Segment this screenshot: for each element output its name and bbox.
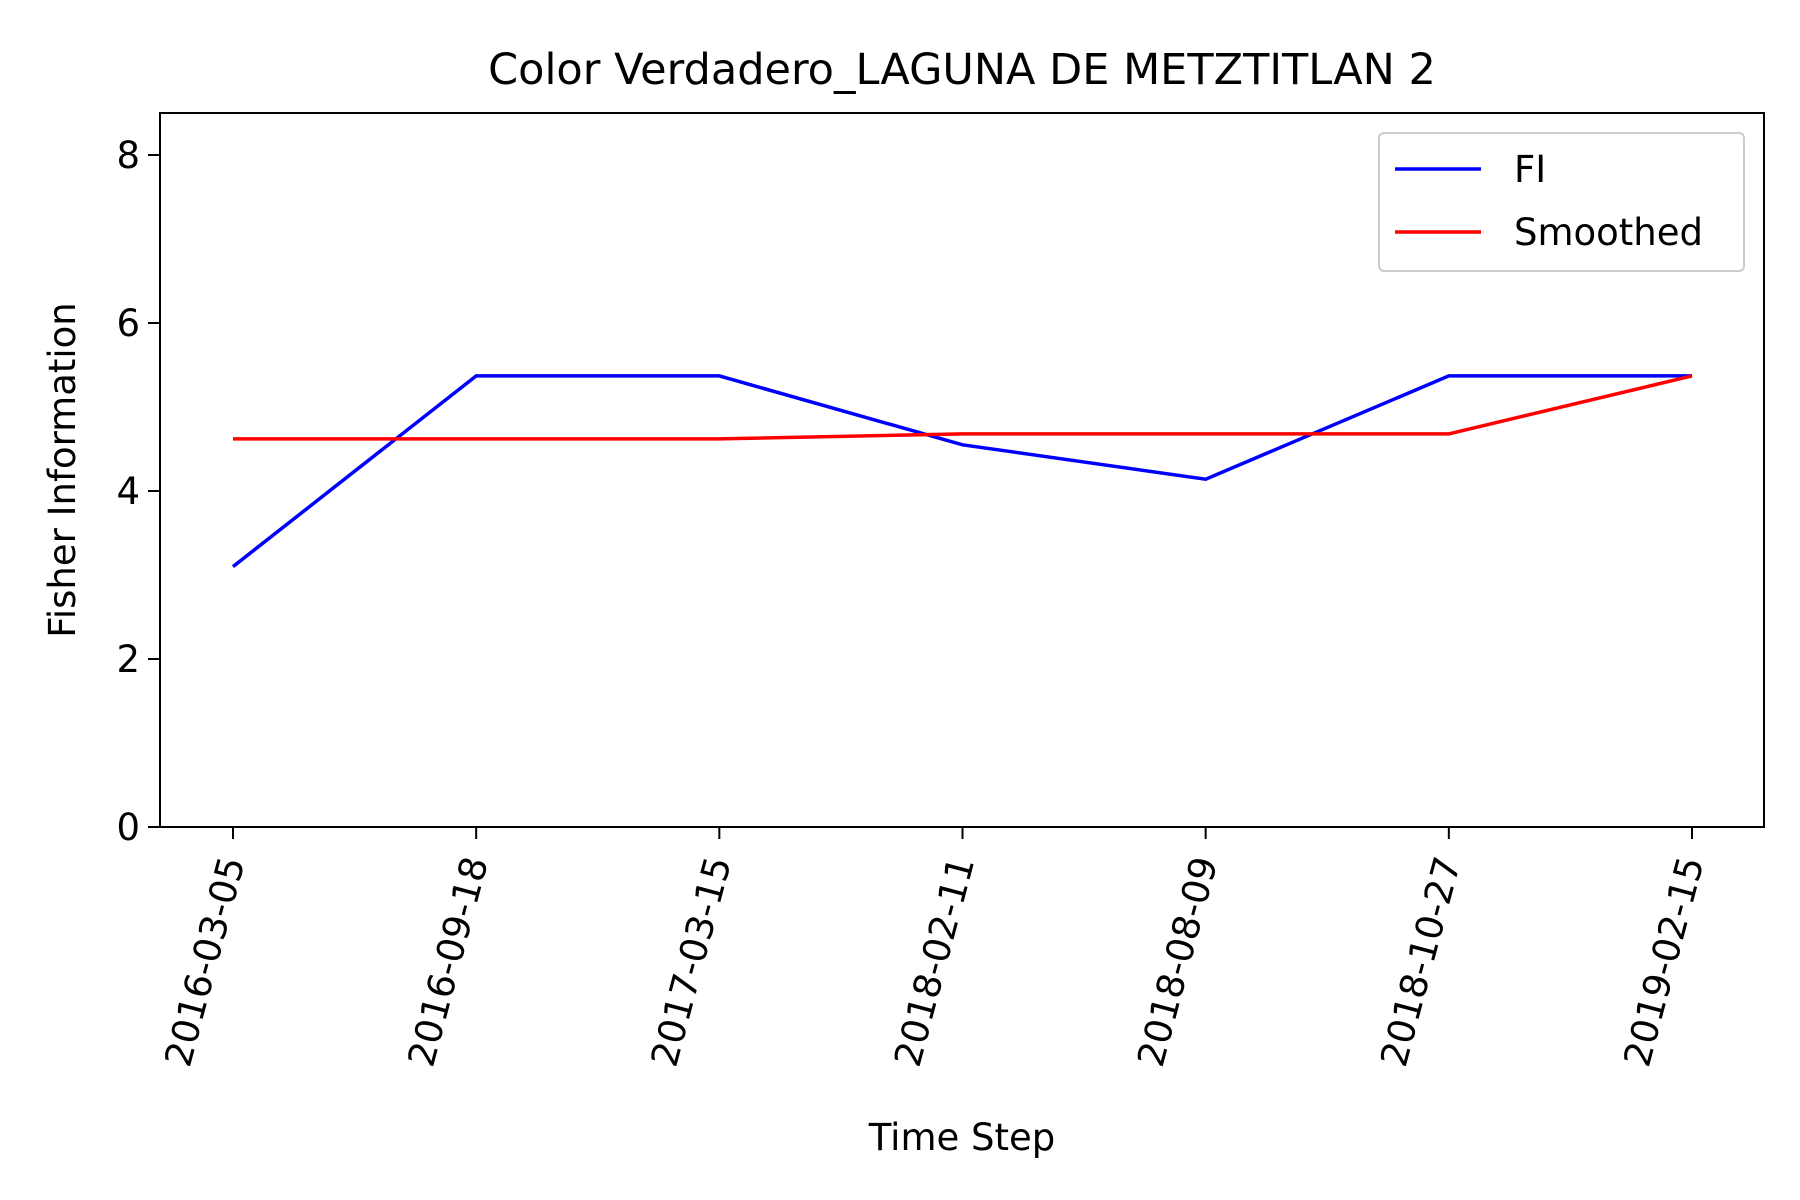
series-line-smoothed (233, 374, 1693, 441)
y-tick-label: 6 (116, 302, 140, 345)
plot-area (231, 374, 1693, 568)
x-axis-label: Time Step (868, 1116, 1056, 1159)
x-tick-label: 2019-02-15 (1616, 852, 1713, 1071)
y-tick-label: 0 (116, 806, 140, 849)
legend-label-smoothed: Smoothed (1514, 211, 1703, 254)
y-tick-label: 8 (116, 134, 140, 177)
y-tick-label: 4 (116, 470, 140, 513)
x-tick-label: 2018-10-27 (1372, 852, 1469, 1071)
y-axis-label: Fisher Information (41, 302, 84, 638)
x-tick-label: 2016-09-18 (400, 852, 497, 1071)
legend: FI Smoothed (1378, 132, 1745, 272)
y-axis: 0 2 4 6 8 (116, 134, 160, 849)
x-tick-label: 2017-03-15 (643, 852, 740, 1071)
x-tick-label: 2016-03-05 (157, 852, 254, 1071)
x-tick-label: 2018-02-11 (886, 852, 983, 1071)
x-tick-label: 2018-08-09 (1129, 852, 1226, 1071)
chart-title: Color Verdadero_LAGUNA DE METZTITLAN 2 (488, 45, 1436, 95)
series-line-fi (231, 374, 1692, 568)
x-axis: 2016-03-05 2016-09-18 2017-03-15 2018-02-11… (157, 827, 1713, 1071)
y-tick-label: 2 (116, 638, 140, 681)
legend-label-fi: FI (1514, 148, 1546, 191)
